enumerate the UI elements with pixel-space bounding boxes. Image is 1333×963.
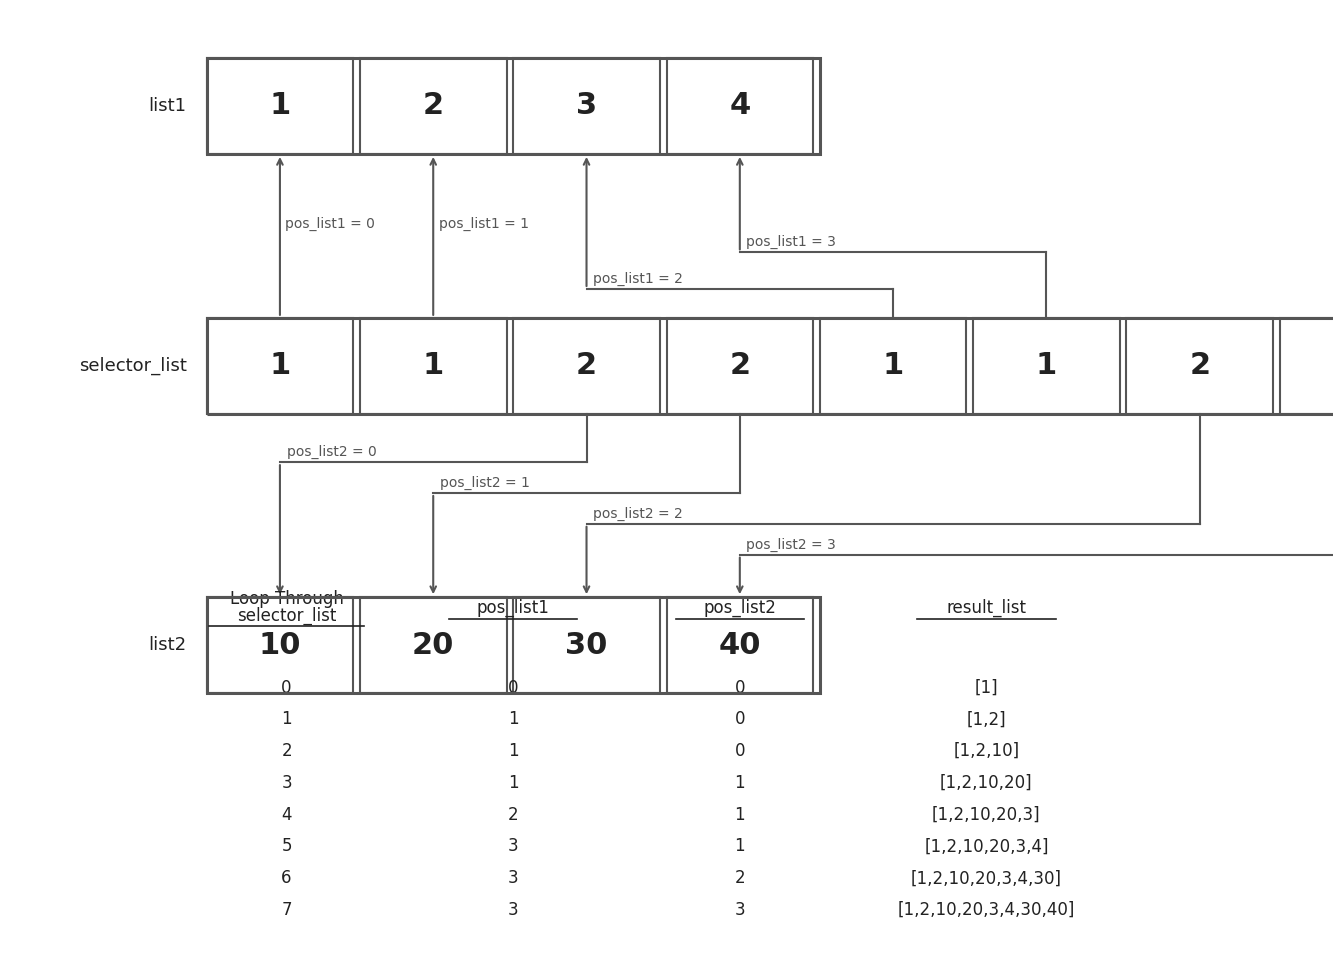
Text: list1: list1 bbox=[148, 97, 187, 115]
Text: 10: 10 bbox=[259, 631, 301, 660]
FancyBboxPatch shape bbox=[360, 58, 507, 154]
Text: pos_list1 = 0: pos_list1 = 0 bbox=[285, 217, 375, 231]
Text: Loop Through: Loop Through bbox=[229, 589, 344, 608]
Text: 3: 3 bbox=[281, 774, 292, 792]
Text: 1: 1 bbox=[734, 838, 745, 855]
Text: pos_list1: pos_list1 bbox=[477, 599, 549, 617]
Text: 2: 2 bbox=[576, 351, 597, 380]
Text: pos_list1 = 3: pos_list1 = 3 bbox=[746, 235, 836, 249]
Text: 0: 0 bbox=[281, 679, 292, 696]
FancyBboxPatch shape bbox=[666, 318, 813, 414]
Text: 1: 1 bbox=[734, 774, 745, 792]
Text: 1: 1 bbox=[508, 774, 519, 792]
Text: 5: 5 bbox=[281, 838, 292, 855]
Text: 1: 1 bbox=[508, 742, 519, 760]
FancyBboxPatch shape bbox=[820, 318, 966, 414]
Text: 2: 2 bbox=[508, 806, 519, 823]
FancyBboxPatch shape bbox=[513, 58, 660, 154]
Text: 3: 3 bbox=[508, 838, 519, 855]
Text: 1: 1 bbox=[734, 806, 745, 823]
FancyBboxPatch shape bbox=[666, 597, 813, 693]
Text: [1,2,10,20]: [1,2,10,20] bbox=[940, 774, 1033, 792]
FancyBboxPatch shape bbox=[360, 597, 507, 693]
FancyBboxPatch shape bbox=[360, 318, 507, 414]
Text: pos_list2 = 2: pos_list2 = 2 bbox=[593, 507, 682, 521]
Text: pos_list2 = 3: pos_list2 = 3 bbox=[746, 537, 836, 552]
Text: [1,2,10,20,3,4,30,40]: [1,2,10,20,3,4,30,40] bbox=[897, 901, 1076, 919]
Text: 3: 3 bbox=[576, 91, 597, 120]
Text: 2: 2 bbox=[729, 351, 750, 380]
Text: 1: 1 bbox=[281, 711, 292, 728]
Text: pos_list2 = 0: pos_list2 = 0 bbox=[287, 445, 376, 459]
Text: 30: 30 bbox=[565, 631, 608, 660]
Text: 3: 3 bbox=[508, 870, 519, 887]
Text: result_list: result_list bbox=[946, 599, 1026, 617]
Text: 1: 1 bbox=[1036, 351, 1057, 380]
Text: 0: 0 bbox=[734, 679, 745, 696]
FancyBboxPatch shape bbox=[207, 318, 353, 414]
Text: 2: 2 bbox=[734, 870, 745, 887]
Text: 40: 40 bbox=[718, 631, 761, 660]
Text: 0: 0 bbox=[734, 711, 745, 728]
Text: pos_list1 = 2: pos_list1 = 2 bbox=[593, 272, 682, 286]
Text: selector_list: selector_list bbox=[237, 607, 336, 625]
Text: selector_list: selector_list bbox=[79, 357, 187, 375]
Text: 4: 4 bbox=[281, 806, 292, 823]
FancyBboxPatch shape bbox=[666, 58, 813, 154]
Text: 1: 1 bbox=[882, 351, 904, 380]
Text: 4: 4 bbox=[729, 91, 750, 120]
Text: pos_list2: pos_list2 bbox=[704, 599, 776, 617]
Text: [1,2,10]: [1,2,10] bbox=[953, 742, 1020, 760]
FancyBboxPatch shape bbox=[1126, 318, 1273, 414]
Text: 0: 0 bbox=[508, 679, 519, 696]
FancyBboxPatch shape bbox=[513, 318, 660, 414]
Text: list2: list2 bbox=[148, 637, 187, 654]
Text: 6: 6 bbox=[281, 870, 292, 887]
Text: pos_list1 = 1: pos_list1 = 1 bbox=[439, 217, 529, 231]
Text: [1,2,10,20,3,4]: [1,2,10,20,3,4] bbox=[924, 838, 1049, 855]
FancyBboxPatch shape bbox=[207, 597, 353, 693]
Text: 1: 1 bbox=[423, 351, 444, 380]
FancyBboxPatch shape bbox=[207, 58, 353, 154]
Text: 1: 1 bbox=[508, 711, 519, 728]
Text: 3: 3 bbox=[734, 901, 745, 919]
Text: 20: 20 bbox=[412, 631, 455, 660]
Text: 3: 3 bbox=[508, 901, 519, 919]
Text: 0: 0 bbox=[734, 742, 745, 760]
FancyBboxPatch shape bbox=[973, 318, 1120, 414]
Text: pos_list2 = 1: pos_list2 = 1 bbox=[440, 476, 529, 490]
Text: 7: 7 bbox=[281, 901, 292, 919]
Text: 2: 2 bbox=[281, 742, 292, 760]
Text: [1,2,10,20,3,4,30]: [1,2,10,20,3,4,30] bbox=[910, 870, 1062, 887]
FancyBboxPatch shape bbox=[1280, 318, 1333, 414]
Text: [1]: [1] bbox=[974, 679, 998, 696]
Text: 1: 1 bbox=[269, 91, 291, 120]
Text: [1,2,10,20,3]: [1,2,10,20,3] bbox=[932, 806, 1041, 823]
Text: [1,2]: [1,2] bbox=[966, 711, 1006, 728]
Text: 2: 2 bbox=[1189, 351, 1210, 380]
Text: 2: 2 bbox=[423, 91, 444, 120]
FancyBboxPatch shape bbox=[513, 597, 660, 693]
Text: 1: 1 bbox=[269, 351, 291, 380]
